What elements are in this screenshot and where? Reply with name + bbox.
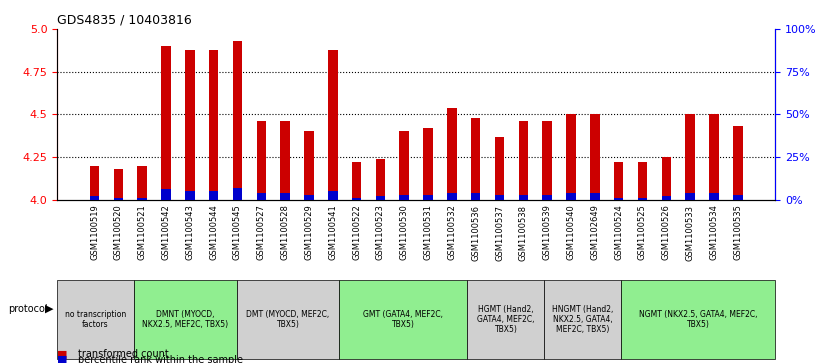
Text: ▶: ▶ [45, 303, 53, 314]
Bar [519, 195, 528, 200]
Bar [281, 193, 290, 200]
Bar [304, 131, 313, 200]
Bar [400, 131, 409, 200]
Text: NGMT (NKX2.5, GATA4, MEF2C,
TBX5): NGMT (NKX2.5, GATA4, MEF2C, TBX5) [639, 310, 757, 329]
Bar [638, 198, 647, 200]
Bar [566, 193, 576, 200]
Bar [137, 198, 147, 200]
Bar [113, 169, 123, 200]
Bar [447, 107, 457, 200]
Bar [733, 126, 743, 200]
Bar [400, 195, 409, 200]
Text: DMT (MYOCD, MEF2C,
TBX5): DMT (MYOCD, MEF2C, TBX5) [246, 310, 330, 329]
Bar [375, 159, 385, 200]
Bar [614, 198, 623, 200]
Bar [590, 114, 600, 200]
Bar [447, 193, 457, 200]
Bar [162, 46, 171, 200]
Text: protocol: protocol [8, 303, 48, 314]
Bar [424, 128, 432, 200]
Bar [614, 162, 623, 200]
Bar [662, 196, 671, 200]
Bar [638, 162, 647, 200]
Bar [185, 49, 194, 200]
Bar [233, 188, 242, 200]
Bar [90, 166, 100, 200]
Text: percentile rank within the sample: percentile rank within the sample [78, 355, 242, 363]
Bar [281, 121, 290, 200]
Bar [709, 114, 719, 200]
Text: GDS4835 / 10403816: GDS4835 / 10403816 [57, 13, 192, 26]
Bar [709, 193, 719, 200]
Text: GMT (GATA4, MEF2C,
TBX5): GMT (GATA4, MEF2C, TBX5) [363, 310, 443, 329]
Text: DMNT (MYOCD,
NKX2.5, MEF2C, TBX5): DMNT (MYOCD, NKX2.5, MEF2C, TBX5) [142, 310, 228, 329]
Text: transformed count: transformed count [78, 349, 168, 359]
Bar [519, 121, 528, 200]
Bar [137, 166, 147, 200]
Bar [352, 162, 361, 200]
Bar [375, 196, 385, 200]
Bar [424, 195, 432, 200]
Bar [209, 49, 219, 200]
Bar [494, 136, 504, 200]
Bar [233, 41, 242, 200]
Bar [352, 198, 361, 200]
Bar [256, 121, 266, 200]
Bar [685, 114, 695, 200]
Bar [328, 191, 338, 200]
Text: ■: ■ [57, 355, 68, 363]
Text: HGMT (Hand2,
GATA4, MEF2C,
TBX5): HGMT (Hand2, GATA4, MEF2C, TBX5) [477, 305, 534, 334]
Bar [209, 191, 219, 200]
Bar [685, 193, 695, 200]
Bar [566, 114, 576, 200]
Bar [113, 198, 123, 200]
Bar [90, 196, 100, 200]
Bar [543, 121, 552, 200]
Bar [256, 193, 266, 200]
Bar [662, 157, 671, 200]
Bar [590, 193, 600, 200]
Text: HNGMT (Hand2,
NKX2.5, GATA4,
MEF2C, TBX5): HNGMT (Hand2, NKX2.5, GATA4, MEF2C, TBX5… [552, 305, 614, 334]
Bar [471, 193, 481, 200]
Bar [185, 191, 194, 200]
Bar [304, 195, 313, 200]
Bar [494, 195, 504, 200]
Bar [471, 118, 481, 200]
Text: no transcription
factors: no transcription factors [65, 310, 126, 329]
Bar [543, 195, 552, 200]
Text: ■: ■ [57, 349, 68, 359]
Bar [733, 195, 743, 200]
Bar [162, 189, 171, 200]
Bar [328, 49, 338, 200]
